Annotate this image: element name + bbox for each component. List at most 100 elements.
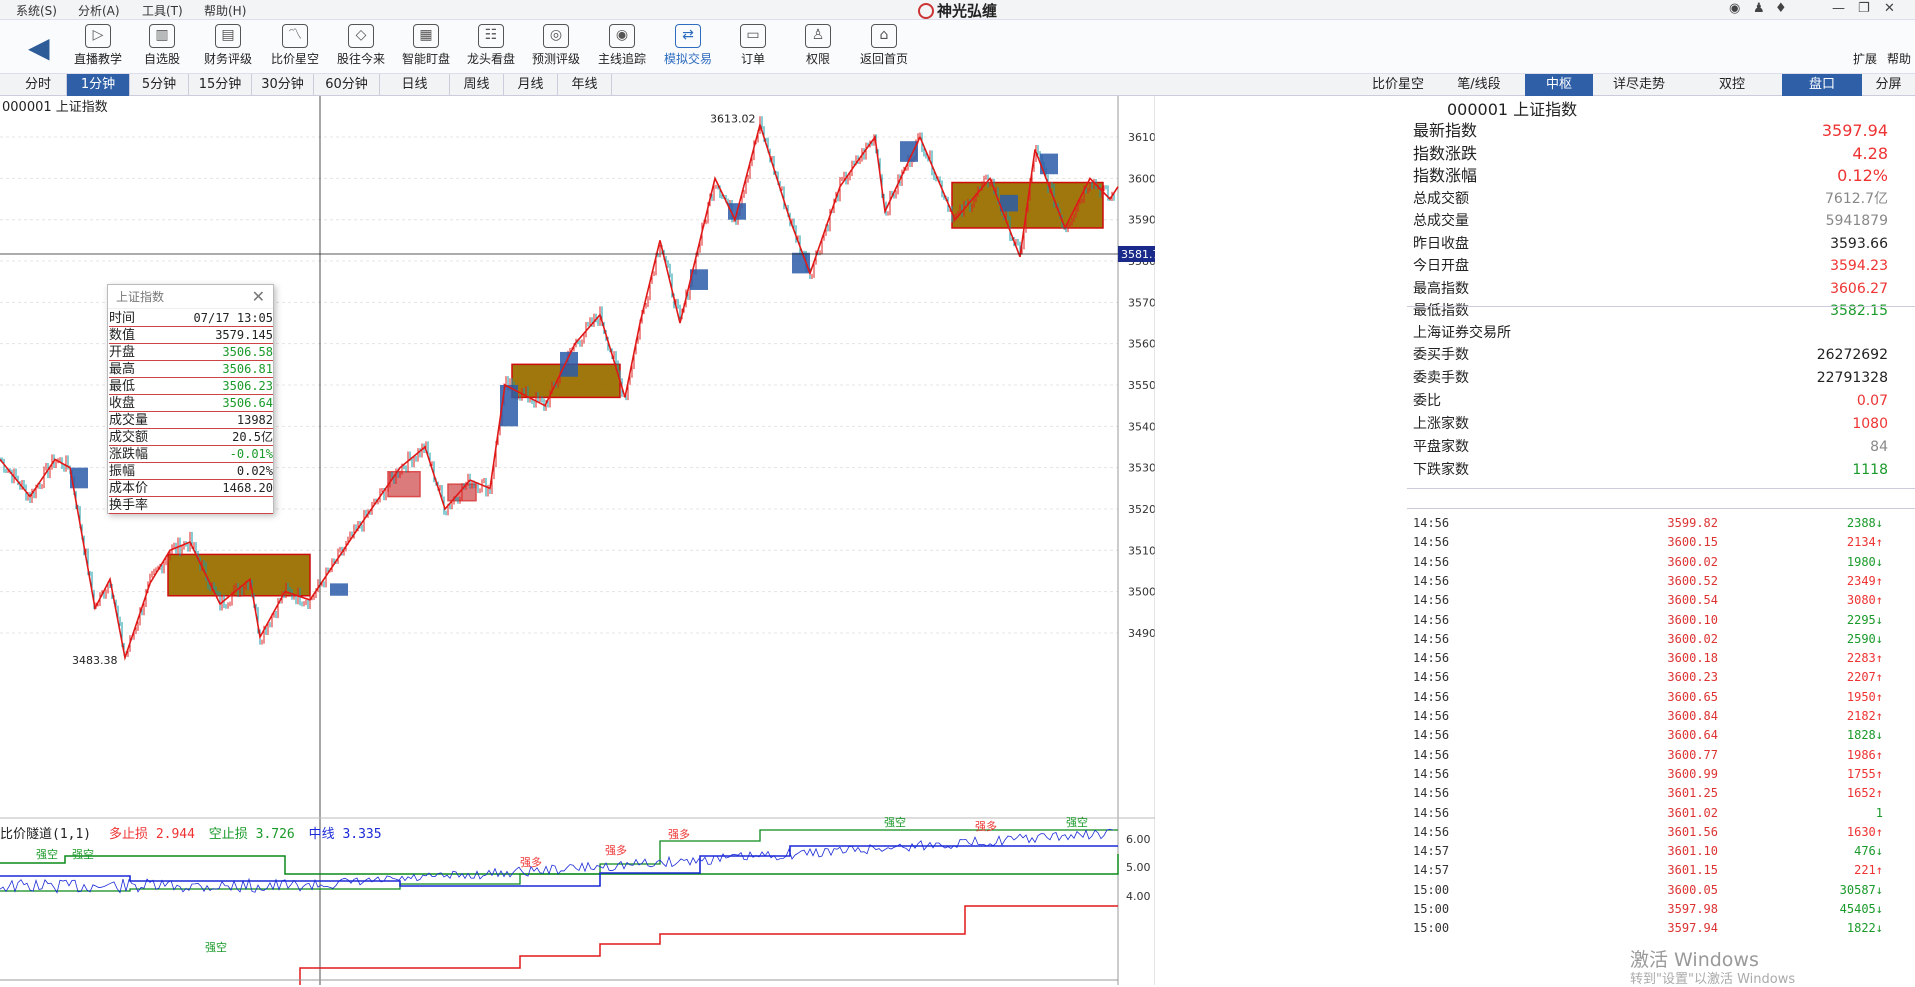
restore-icon[interactable]: ❐ bbox=[1858, 1, 1870, 16]
tick-price: 3597.94 bbox=[1667, 921, 1718, 936]
right-tab[interactable]: 分屏 bbox=[1875, 77, 1902, 92]
help-button[interactable]: 帮助 bbox=[1887, 52, 1912, 66]
popup-value: 3506.23 bbox=[222, 379, 273, 393]
tick-time: 15:00 bbox=[1413, 882, 1450, 897]
user-icon[interactable]: ◉ bbox=[1729, 1, 1741, 16]
right-tab[interactable]: 笔/线段 bbox=[1457, 77, 1501, 92]
toolbar-home-button[interactable]: ⌂ 返回首页 bbox=[844, 24, 924, 67]
popup-row: 时间 07/17 13:05 bbox=[109, 310, 273, 327]
menu-system[interactable]: 系统(S) bbox=[16, 4, 57, 18]
person-icon[interactable]: ♟ bbox=[1753, 1, 1765, 16]
tick-volume: 2207↑ bbox=[1846, 670, 1883, 685]
tick-time: 15:00 bbox=[1413, 921, 1450, 936]
popup-value: 1468.20 bbox=[222, 481, 273, 495]
right-tab[interactable]: 比价星空 bbox=[1371, 77, 1424, 92]
bar-info-popup[interactable]: 上证指数 ✕ 时间 07/17 13:05 数值 3579.145 开盘 3506.58 最… bbox=[107, 284, 274, 514]
tick-volume: 2590↓ bbox=[1846, 631, 1883, 646]
toolbar-label: 返回首页 bbox=[859, 52, 908, 66]
toolbar-order-button[interactable]: ▭ 订单 bbox=[713, 24, 793, 67]
divider bbox=[1407, 508, 1915, 509]
stock-history-icon: ◇ bbox=[348, 24, 374, 48]
shirt-icon[interactable]: ♦ bbox=[1775, 1, 1787, 16]
tick-price: 3600.05 bbox=[1667, 882, 1718, 897]
price-tick: 3520 bbox=[1128, 503, 1155, 516]
period-tab[interactable]: 1分钟 bbox=[67, 74, 130, 96]
toolbar-finance-rating-button[interactable]: ▤ 财务评级 bbox=[188, 24, 268, 67]
toolbar-price-star-button[interactable]: 〽比价星空 bbox=[255, 24, 335, 67]
minimize-icon[interactable]: — bbox=[1832, 1, 1845, 16]
expand-button[interactable]: 扩展 bbox=[1853, 52, 1878, 66]
zhongshu-box bbox=[387, 471, 421, 498]
period-tab[interactable]: 周线 bbox=[450, 74, 504, 96]
toolbar-smart-watch-button[interactable]: ▦ 智能盯盘 bbox=[386, 24, 466, 67]
menu-tools[interactable]: 工具(T) bbox=[142, 4, 183, 18]
price-tick: 3610 bbox=[1128, 131, 1155, 144]
order-icon: ▭ bbox=[740, 24, 766, 48]
tick-price: 3600.77 bbox=[1667, 747, 1718, 762]
toolbar-mainline-track-button[interactable]: ◉ 主线追踪 bbox=[582, 24, 662, 67]
crosshair-price-box bbox=[1118, 246, 1155, 263]
home-icon: ⌂ bbox=[871, 24, 897, 48]
menu-analysis[interactable]: 分析(A) bbox=[78, 4, 120, 18]
toolbar-label: 预测评级 bbox=[531, 52, 580, 66]
tick-price: 3599.82 bbox=[1667, 516, 1718, 530]
toolbar-stock-history-button[interactable]: ◇ 股往今来 bbox=[321, 24, 401, 67]
zhongshu-box bbox=[167, 553, 311, 597]
price-star-icon: 〽 bbox=[282, 24, 308, 48]
tick-time: 14:56 bbox=[1413, 786, 1450, 801]
right-tab[interactable]: 中枢 bbox=[1525, 74, 1593, 96]
tick-price: 3600.02 bbox=[1667, 631, 1718, 646]
tick-row: 15:00 3600.05 30587↓ bbox=[1413, 881, 1883, 900]
tick-price: 3601.56 bbox=[1667, 824, 1718, 839]
period-tab[interactable]: 5分钟 bbox=[130, 74, 189, 96]
right-tab[interactable]: 盘口 bbox=[1782, 74, 1862, 96]
mini-zhongshu bbox=[70, 467, 88, 489]
tick-volume: 2134↑ bbox=[1846, 535, 1883, 550]
tick-volume: 2283↑ bbox=[1846, 651, 1883, 666]
quote-label: 最低指数 bbox=[1413, 303, 1469, 319]
quote-panel: 000001 上证指数 最新指数 3597.94 指数涨跌 4.28 指数涨幅 0.12%… bbox=[1407, 96, 1915, 985]
tick-price: 3600.23 bbox=[1667, 670, 1718, 685]
right-tab[interactable]: 详尽走势 bbox=[1612, 77, 1665, 92]
back-arrow-icon[interactable]: ◀ bbox=[28, 31, 50, 64]
period-tab[interactable]: 15分钟 bbox=[189, 74, 252, 96]
mini-zhongshu bbox=[1040, 153, 1058, 175]
period-tab[interactable]: 日线 bbox=[380, 74, 450, 96]
period-tab[interactable]: 月线 bbox=[504, 74, 558, 96]
forecast-rating-icon: ◎ bbox=[543, 24, 569, 48]
toolbar-label: 直播教学 bbox=[73, 52, 122, 66]
menu-help[interactable]: 帮助(H) bbox=[204, 4, 247, 18]
toolbar-live-teach-button[interactable]: ▷ 直播教学 bbox=[58, 24, 138, 67]
period-tab[interactable]: 分时 bbox=[10, 74, 67, 96]
quote-row: 今日开盘 3594.23 bbox=[1413, 255, 1888, 277]
toolbar-permission-button[interactable]: ♙ 权限 bbox=[778, 24, 858, 67]
period-tab[interactable]: 30分钟 bbox=[252, 74, 314, 96]
close-icon[interactable]: ✕ bbox=[1884, 1, 1895, 16]
tick-volume: 30587↓ bbox=[1839, 882, 1883, 897]
indicator-tag: 强多 bbox=[605, 843, 627, 857]
tick-price: 3600.99 bbox=[1667, 766, 1718, 781]
tick-volume: 221↑ bbox=[1854, 863, 1883, 878]
tick-row: 14:57 3601.15 221↑ bbox=[1413, 861, 1883, 880]
popup-close-icon[interactable]: ✕ bbox=[251, 287, 265, 306]
indicator-label: 比价隧道(1,1) 多止损 2.944 空止损 3.726 中线 3.335 bbox=[0, 827, 382, 842]
quote-row: 总成交量 5941879 bbox=[1413, 210, 1888, 232]
tick-row: 14:56 3600.15 2134↑ bbox=[1413, 533, 1883, 552]
blue-midline bbox=[0, 845, 1118, 887]
kline-chart[interactable]: 3610360035903580357035603550354035303520… bbox=[0, 96, 1155, 985]
toolbar-leader-board-button[interactable]: ☷ 龙头看盘 bbox=[451, 24, 531, 67]
tick-volume: 1950↑ bbox=[1846, 689, 1883, 704]
period-tab[interactable]: 60分钟 bbox=[314, 74, 380, 96]
toolbar-watchlist-button[interactable]: ▥ 自选股 bbox=[122, 24, 202, 67]
toolbar-sim-trade-button[interactable]: ⇄ 模拟交易 bbox=[648, 24, 728, 67]
period-tab[interactable]: 年线 bbox=[558, 74, 612, 96]
popup-row: 成本价 1468.20 bbox=[109, 480, 273, 497]
popup-row: 数值 3579.145 bbox=[109, 327, 273, 344]
quote-label: 指数涨幅 bbox=[1413, 166, 1478, 185]
toolbar-forecast-rating-button[interactable]: ◎ 预测评级 bbox=[516, 24, 596, 67]
quote-head: 000001 上证指数 bbox=[1447, 100, 1578, 119]
right-tab[interactable]: 双控 bbox=[1718, 77, 1745, 92]
mini-zhongshu bbox=[500, 385, 518, 427]
tick-row: 14:56 3600.02 2590↓ bbox=[1413, 630, 1883, 649]
quote-value: 1118 bbox=[1852, 462, 1888, 478]
